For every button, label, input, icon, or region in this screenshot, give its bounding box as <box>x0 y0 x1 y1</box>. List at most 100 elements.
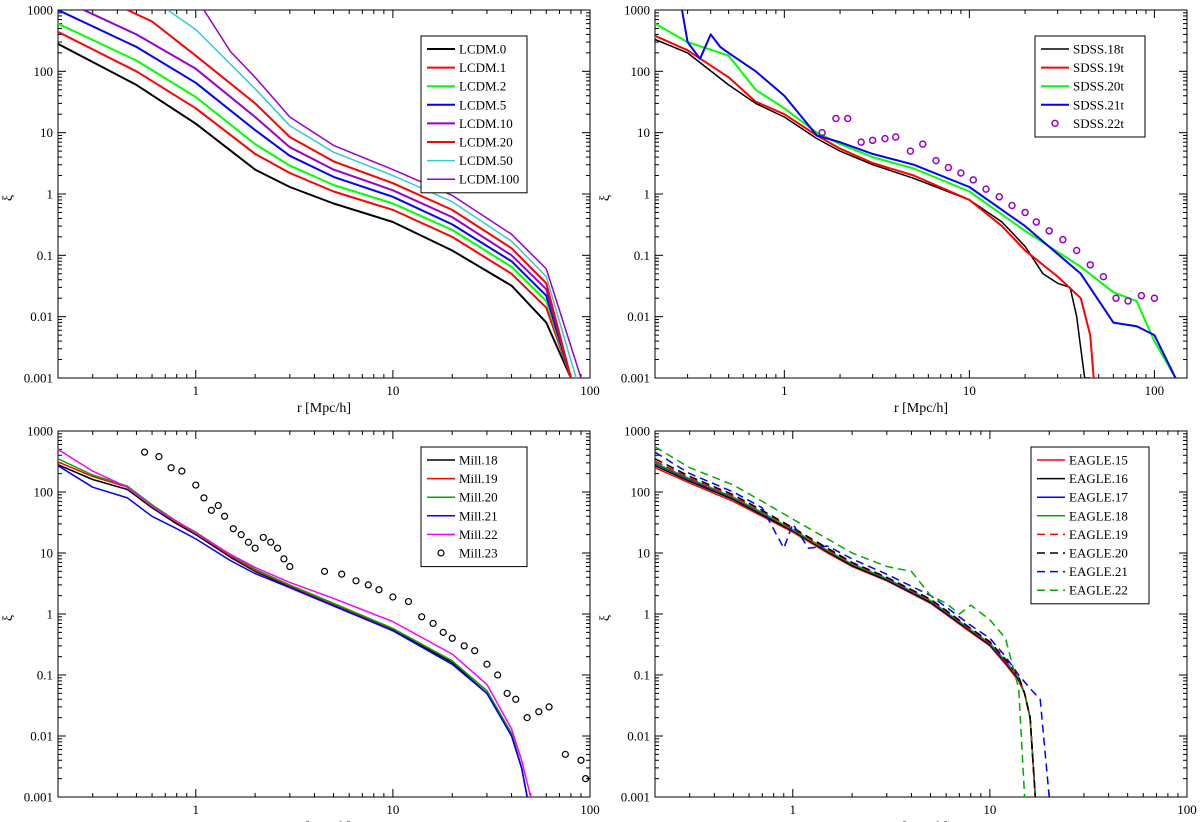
y-tick-label: 10 <box>637 546 650 561</box>
data-point <box>535 708 543 716</box>
y-tick-label: 1 <box>644 187 651 202</box>
data-point <box>1124 297 1132 305</box>
data-point <box>429 619 437 628</box>
y-axis-label: ξ <box>598 615 613 621</box>
series-eagle-18-line <box>655 462 1037 797</box>
data-point <box>1086 261 1094 269</box>
data-point <box>471 647 479 655</box>
data-point <box>1059 235 1067 244</box>
x-tick-label: 1 <box>193 802 200 817</box>
data-point <box>891 133 900 141</box>
data-point <box>1099 272 1108 281</box>
x-tick-label: 100 <box>580 802 600 817</box>
legend-label: Mill.20 <box>459 490 498 505</box>
chart-panel-bottom-right: 1 10 100 0.001 0.01 0.1 1 10 100 1000 r [Mpc/h] ξ EA… <box>598 424 1197 822</box>
series-mill-21-line <box>58 465 528 797</box>
chart-panel-top-right: 1 10 100 0.001 0.01 0.1 1 10 100 1000 r [Mpc/h] ξ SD… <box>598 3 1188 416</box>
data-point <box>280 555 288 563</box>
y-tick-label: 0.001 <box>24 790 53 805</box>
chart-panel-bottom-left: 1 10 100 0.001 0.01 0.1 1 10 100 1000 r [Mpc/h] ξ Mi… <box>1 424 600 822</box>
legend-swatch <box>1051 119 1059 128</box>
legend-label: LCDM.50 <box>459 153 513 168</box>
legend-label: Mill.22 <box>459 527 498 542</box>
legend-label: EAGLE.19 <box>1069 527 1128 542</box>
legend-label: Mill.21 <box>459 508 498 523</box>
series-lcdm-50-line <box>167 10 577 378</box>
y-tick-label: 1000 <box>27 424 53 439</box>
data-point <box>577 756 585 764</box>
series-group <box>655 10 1177 378</box>
data-point <box>237 531 245 539</box>
y-tick-label: 100 <box>34 485 54 500</box>
series-mill-23 <box>140 448 590 783</box>
series-lcdm-2-line <box>58 22 572 378</box>
legend-label: EAGLE.20 <box>1069 546 1128 561</box>
data-point <box>404 597 413 606</box>
data-point <box>286 562 294 571</box>
series-eagle-16-line <box>655 465 1037 797</box>
legend-label: Mill.23 <box>459 546 498 561</box>
legend: Mill.18 Mill.19 Mill.20 Mill.21 Mill.22 Mill.… <box>420 446 528 568</box>
data-point <box>1008 201 1016 210</box>
legend-swatch <box>437 549 445 557</box>
legend-label: EAGLE.22 <box>1069 583 1128 598</box>
data-point <box>832 114 840 123</box>
y-tick-label: 10 <box>40 546 53 561</box>
x-tick-label: 10 <box>386 383 399 398</box>
legend-label: LCDM.2 <box>459 79 506 94</box>
data-point <box>957 169 965 177</box>
data-point <box>229 525 237 533</box>
x-tick-label: 10 <box>963 383 976 398</box>
y-tick-label: 0.01 <box>627 729 650 744</box>
legend: LCDM.0 LCDM.1 LCDM.2 LCDM.5 LCDM.10 LCDM.20 LC… <box>420 35 528 194</box>
data-point <box>200 494 208 502</box>
data-point <box>523 714 531 722</box>
data-point <box>375 586 383 594</box>
data-point <box>582 775 590 783</box>
x-axis-label: r [Mpc/h] <box>894 401 948 416</box>
data-point <box>192 481 200 489</box>
y-tick-label: 0.1 <box>37 248 53 263</box>
data-point <box>881 134 889 143</box>
series-eagle-15-line <box>655 467 1037 797</box>
series-eagle-17-line <box>655 463 1037 797</box>
y-tick-label: 100 <box>631 485 651 500</box>
series-group <box>655 446 1050 797</box>
data-point <box>1045 227 1053 235</box>
data-point <box>512 695 520 703</box>
y-axis-label: ξ <box>1 615 16 621</box>
series-mill-22-line <box>58 448 532 797</box>
data-point <box>220 512 229 520</box>
data-point <box>1112 294 1120 302</box>
x-tick-label: 1 <box>193 383 200 398</box>
legend-label: LCDM.20 <box>459 135 513 150</box>
y-tick-label: 1 <box>47 607 54 622</box>
legend-label: LCDM.5 <box>459 97 506 112</box>
legend-label: LCDM.100 <box>459 172 519 187</box>
y-tick-label: 0.01 <box>30 729 53 744</box>
series-sdss-20t-line <box>655 22 1177 378</box>
y-tick-label: 1 <box>644 607 651 622</box>
y-tick-label: 100 <box>34 64 54 79</box>
data-point <box>503 689 511 697</box>
data-point <box>494 671 502 679</box>
legend-label: SDSS.22t <box>1073 116 1124 131</box>
x-tick-label: 1 <box>790 802 797 817</box>
legend-label: SDSS.18t <box>1073 42 1124 57</box>
series-sdss-22t <box>818 114 1159 305</box>
data-point <box>1072 246 1081 255</box>
x-axis-label: r [Mpc/h] <box>894 820 948 822</box>
x-tick-label: 100 <box>1177 802 1197 817</box>
data-point <box>944 163 953 172</box>
data-point <box>483 660 491 668</box>
data-point <box>545 703 553 711</box>
y-tick-label: 1000 <box>27 3 53 18</box>
y-tick-label: 10 <box>40 125 53 140</box>
legend-label: EAGLE.17 <box>1069 490 1128 505</box>
data-point <box>1137 291 1146 300</box>
y-tick-label: 0.1 <box>37 668 53 683</box>
x-axis-label: r [Mpc/h] <box>297 401 351 416</box>
data-point <box>244 538 253 546</box>
data-point <box>1032 218 1041 226</box>
y-axis-label: ξ <box>1 195 16 201</box>
